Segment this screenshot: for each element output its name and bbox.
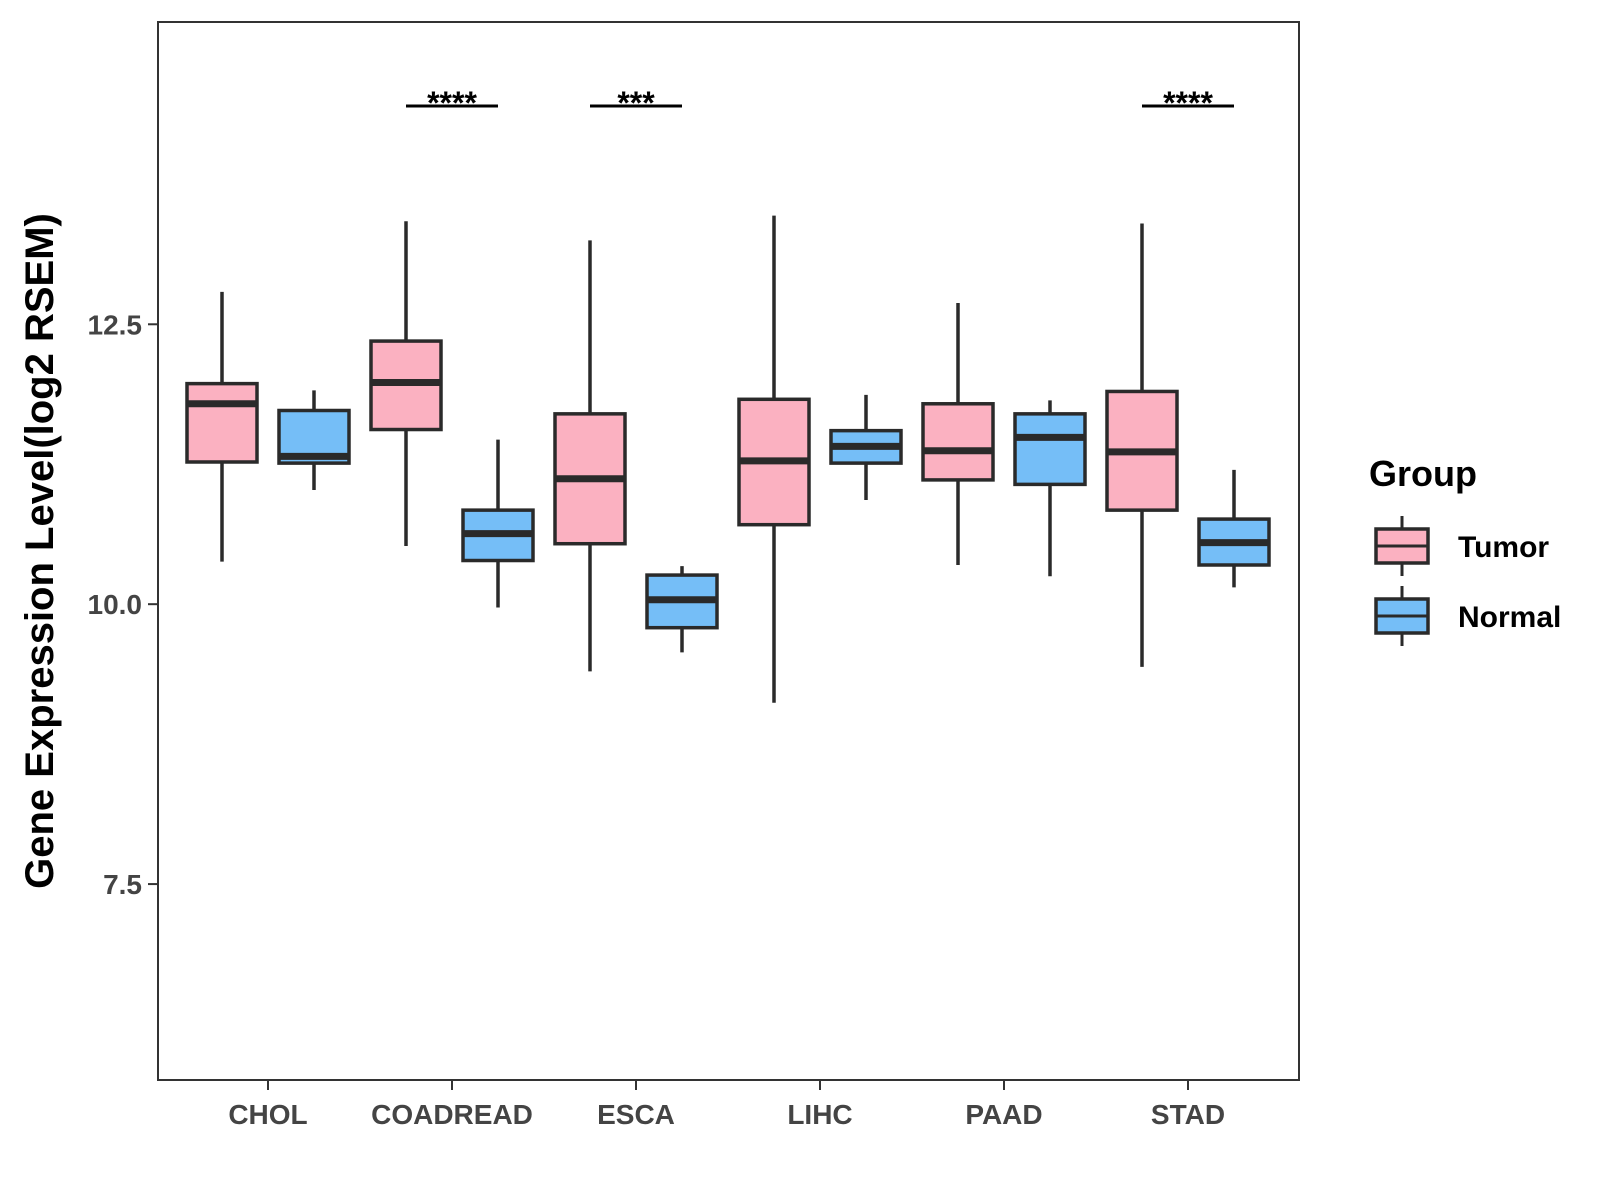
axes: 7.5 10.0 12.5 CHOL COADREAD ESCA LIHC PAAD STAD [88, 309, 1226, 1130]
x-tick-label: LIHC [787, 1099, 852, 1130]
significance-annotations: **** *** **** [406, 85, 1234, 121]
x-tick-label: ESCA [597, 1099, 675, 1130]
plot-panel [157, 21, 1300, 1081]
y-axis-title: Gene Expression Level(log2 RSEM) [18, 213, 62, 889]
legend-title: Group [1369, 453, 1477, 494]
y-tick-label: 7.5 [103, 869, 142, 900]
box-tumor [185, 381, 259, 464]
significance-label: **** [427, 85, 477, 121]
box-tumor [921, 402, 995, 482]
legend: Group Tumor Normal [1369, 453, 1561, 646]
x-tick-label: CHOL [228, 1099, 307, 1130]
legend-item-tumor: Tumor [1374, 516, 1549, 576]
significance-label: *** [617, 85, 655, 121]
significance-label: **** [1163, 85, 1213, 121]
legend-label: Tumor [1458, 531, 1549, 564]
boxes [185, 339, 1271, 630]
legend-label: Normal [1458, 601, 1561, 634]
box-normal [1013, 412, 1087, 487]
x-tick-label: COADREAD [371, 1099, 533, 1130]
x-tick-label: PAAD [965, 1099, 1042, 1130]
legend-item-normal: Normal [1374, 586, 1561, 646]
y-tick-label: 12.5 [88, 309, 143, 340]
y-tick-label: 10.0 [88, 589, 143, 620]
x-tick-label: STAD [1151, 1099, 1225, 1130]
